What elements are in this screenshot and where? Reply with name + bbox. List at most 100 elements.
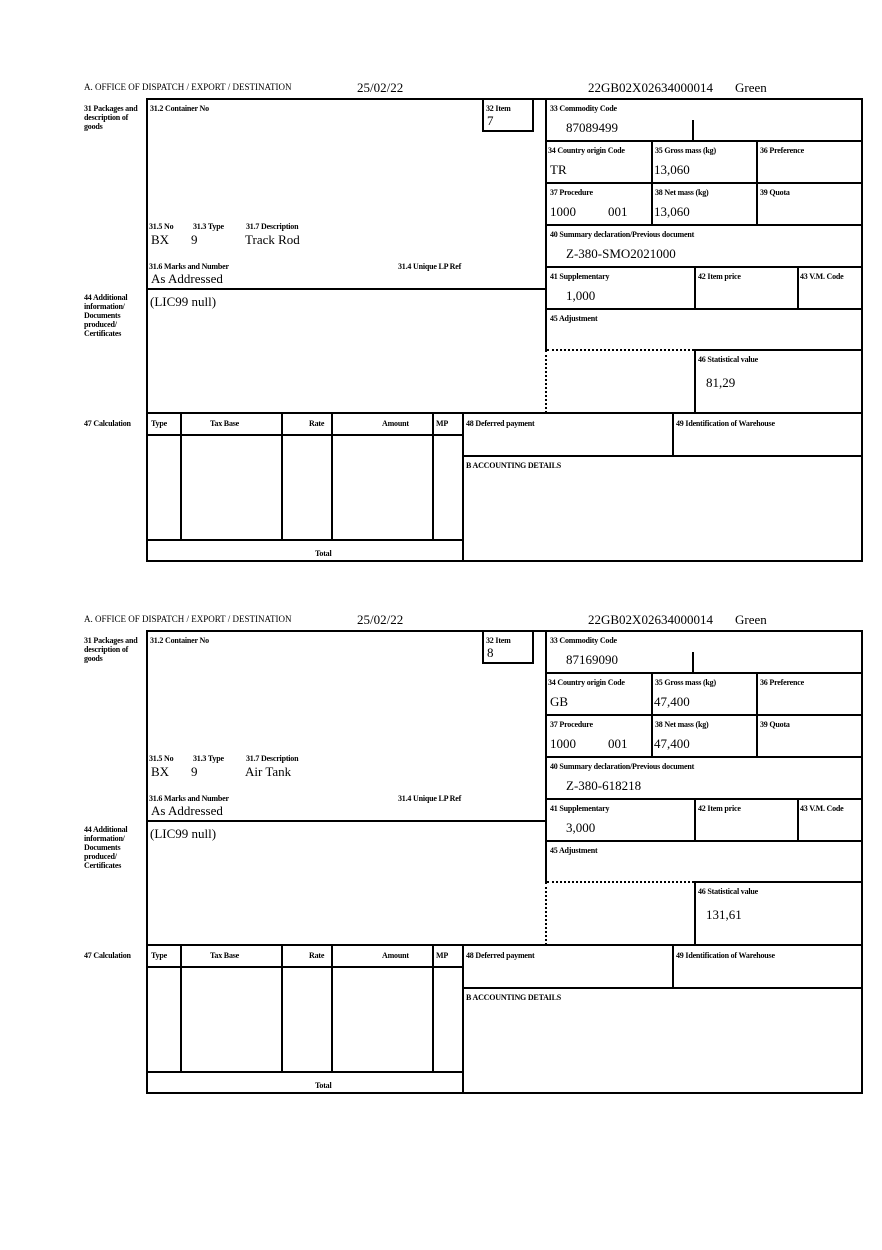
calc-taxbase-header: Tax Base [210, 419, 240, 428]
dotted-divider [547, 881, 694, 883]
divider [545, 840, 863, 842]
box44-label: 44 Additional information/ Documents pro… [84, 825, 128, 870]
box32-label: 32 Item [486, 636, 511, 645]
marks-value: As Addressed [151, 271, 223, 286]
box36-label: 36 Preference [760, 678, 804, 687]
box31-4-label: 31.4 Unique LP Ref [398, 262, 462, 271]
divider [756, 672, 758, 757]
divider [545, 630, 547, 882]
box41-label: 41 Supplementary [550, 804, 610, 813]
border-top [147, 98, 863, 100]
divider [147, 288, 546, 290]
box49-label: 49 Identification of Warehouse [676, 419, 775, 428]
divider [462, 455, 863, 457]
divider [545, 714, 863, 716]
divider [331, 944, 333, 1072]
box48-label: 48 Deferred payment [466, 419, 535, 428]
item-box-left [482, 98, 484, 132]
box43-label: 43 V.M. Code [800, 804, 844, 813]
box31-5-label: 31.5 No [149, 222, 174, 231]
divider [147, 434, 463, 436]
divider [694, 881, 863, 883]
divider [694, 266, 696, 309]
item-box-left [482, 630, 484, 664]
procedure-additional: 001 [608, 736, 628, 751]
box31-7-label: 31.7 Description [246, 754, 299, 763]
border-left [146, 98, 148, 562]
divider [797, 266, 799, 309]
divider [545, 182, 863, 184]
procedure-additional: 001 [608, 204, 628, 219]
box45-label: 45 Adjustment [550, 846, 598, 855]
border-right [861, 630, 863, 1094]
box36-label: 36 Preference [760, 146, 804, 155]
box31-2-label: 31.2 Container No [150, 104, 209, 113]
box35-label: 35 Gross mass (kg) [655, 678, 716, 687]
calc-rate-header: Rate [309, 951, 325, 960]
divider [545, 140, 863, 142]
package-number: 9 [191, 764, 198, 779]
item-box-bottom [482, 662, 534, 664]
box49-label: 49 Identification of Warehouse [676, 951, 775, 960]
commodity-code: 87089499 [566, 120, 618, 135]
declaration-reference: 22GB02X02634000014 [588, 612, 713, 627]
calc-rate-header: Rate [309, 419, 325, 428]
declaration-item-form: A. OFFICE OF DISPATCH / EXPORT / DESTINA… [0, 532, 882, 1094]
package-number: 9 [191, 232, 198, 247]
box42-label: 42 Item price [698, 804, 741, 813]
accounting-details-label: B ACCOUNTING DETAILS [466, 993, 561, 1002]
border-top [147, 630, 863, 632]
calc-amount-header: Amount [382, 419, 409, 428]
calc-mp-header: MP [436, 951, 449, 960]
border-bottom [147, 1092, 863, 1094]
dotted-divider [545, 882, 547, 945]
office-heading: A. OFFICE OF DISPATCH / EXPORT / DESTINA… [84, 82, 292, 92]
country-origin: TR [550, 162, 567, 177]
divider [694, 349, 863, 351]
border-left [146, 630, 148, 1094]
dotted-divider [545, 350, 547, 413]
divider [694, 349, 696, 413]
box41-label: 41 Supplementary [550, 272, 610, 281]
box31-6-label: 31.6 Marks and Number [149, 262, 229, 271]
border-bottom [147, 560, 863, 562]
net-mass: 13,060 [654, 204, 690, 219]
item-number: 7 [487, 113, 494, 128]
divider [462, 987, 863, 989]
divider [147, 539, 463, 541]
box37-label: 37 Procedure [550, 720, 593, 729]
country-origin: GB [550, 694, 569, 709]
divider [432, 412, 434, 540]
box33-label: 33 Commodity Code [550, 636, 617, 645]
divider [147, 412, 863, 414]
divider [462, 944, 464, 1094]
marks-value: As Addressed [151, 803, 223, 818]
border-right [861, 98, 863, 562]
box31-label: 31 Packages and description of goods [84, 104, 138, 131]
declaration-item-form: A. OFFICE OF DISPATCH / EXPORT / DESTINA… [0, 0, 882, 562]
divider [694, 881, 696, 945]
gross-mass: 47,400 [654, 694, 690, 709]
box47-label: 47 Calculation [84, 419, 131, 428]
box37-label: 37 Procedure [550, 188, 593, 197]
commodity-code: 87169090 [566, 652, 618, 667]
divider [545, 756, 863, 758]
box46-label: 46 Statistical value [698, 887, 758, 896]
divider [692, 652, 694, 673]
dotted-divider [547, 349, 694, 351]
box35-label: 35 Gross mass (kg) [655, 146, 716, 155]
package-type: BX [151, 232, 170, 247]
calc-amount-header: Amount [382, 951, 409, 960]
box31-3-label: 31.3 Type [193, 222, 224, 231]
divider [462, 412, 464, 562]
previous-document: Z-380-618218 [566, 778, 642, 793]
divider [672, 944, 674, 988]
box31-4-label: 31.4 Unique LP Ref [398, 794, 462, 803]
item-box-right [532, 98, 534, 132]
box32-label: 32 Item [486, 104, 511, 113]
divider [545, 308, 863, 310]
divider [756, 140, 758, 225]
accounting-details-label: B ACCOUNTING DETAILS [466, 461, 561, 470]
calc-total-label: Total [315, 1081, 332, 1090]
calc-mp-header: MP [436, 419, 449, 428]
